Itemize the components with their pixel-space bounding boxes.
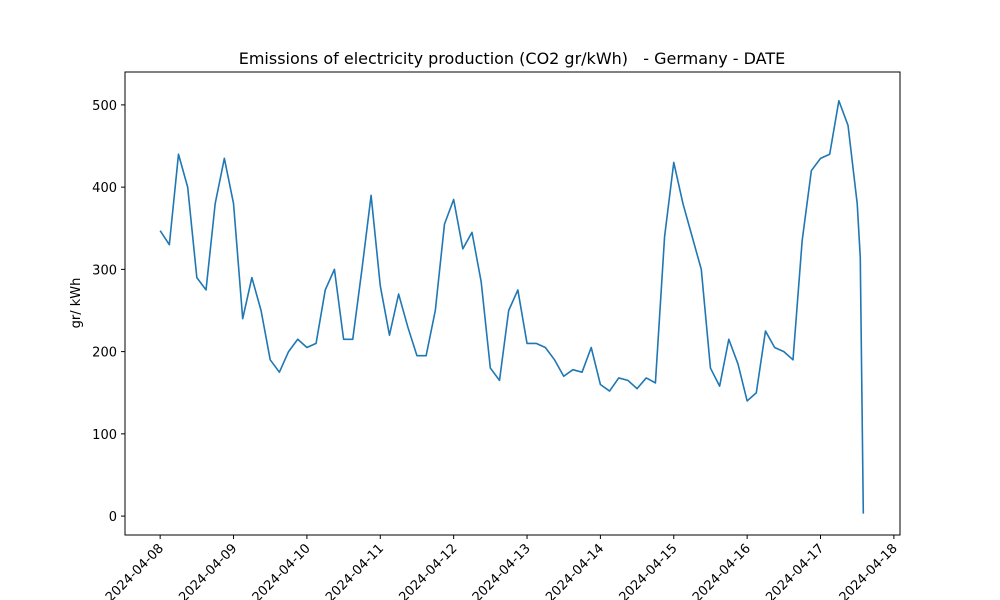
data-line xyxy=(159,99,865,514)
x-tick-label: 2024-04-16 xyxy=(690,541,754,600)
x-tick-label: 2024-04-09 xyxy=(176,541,240,600)
y-tick-label: 200 xyxy=(92,346,117,361)
x-tick-label: 2024-04-10 xyxy=(250,541,314,600)
x-tick-label: 2024-04-12 xyxy=(396,541,460,600)
x-tick-label: 2024-04-13 xyxy=(470,541,534,600)
plot-frame xyxy=(124,71,901,536)
y-tick-label: 300 xyxy=(92,263,117,278)
chart-title: Emissions of electricity production (CO2… xyxy=(239,49,786,68)
x-tick-label: 2024-04-11 xyxy=(323,541,387,600)
y-tick-label: 500 xyxy=(92,99,117,114)
y-tick-label: 0 xyxy=(109,510,117,525)
x-tick-label: 2024-04-14 xyxy=(543,541,607,600)
x-tick-label: 2024-04-17 xyxy=(763,541,827,600)
y-axis-label: gr/ kWh xyxy=(69,278,84,329)
x-tick-label: 2024-04-18 xyxy=(837,541,901,600)
x-tick-label: 2024-04-08 xyxy=(103,541,167,600)
y-tick-label: 100 xyxy=(92,428,117,443)
x-tick-label: 2024-04-15 xyxy=(617,541,681,600)
y-tick-label: 400 xyxy=(92,181,117,196)
